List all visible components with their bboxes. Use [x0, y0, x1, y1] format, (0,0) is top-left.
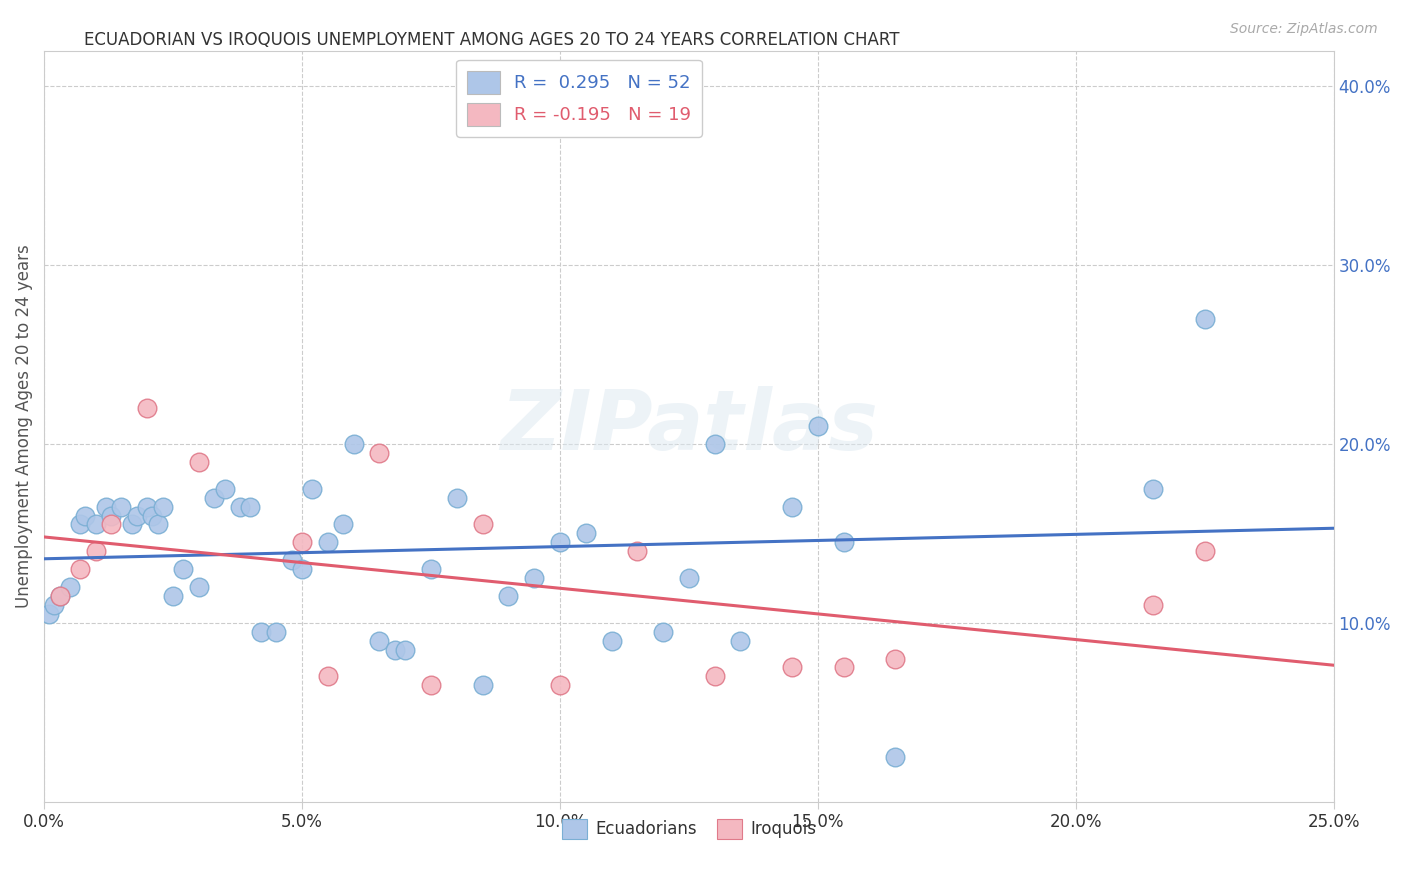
Point	[125, 508, 148, 523]
Point	[523, 571, 546, 585]
Point	[652, 624, 675, 639]
Point	[110, 500, 132, 514]
Point	[832, 660, 855, 674]
Point	[94, 500, 117, 514]
Point	[84, 544, 107, 558]
Point	[301, 482, 323, 496]
Point	[1142, 598, 1164, 612]
Point	[703, 437, 725, 451]
Point	[884, 651, 907, 665]
Point	[187, 455, 209, 469]
Text: Source: ZipAtlas.com: Source: ZipAtlas.com	[1230, 22, 1378, 37]
Point	[703, 669, 725, 683]
Point	[162, 589, 184, 603]
Point	[249, 624, 271, 639]
Point	[332, 517, 354, 532]
Point	[44, 598, 66, 612]
Point	[214, 482, 236, 496]
Point	[172, 562, 194, 576]
Point	[420, 562, 443, 576]
Point	[342, 437, 364, 451]
Point	[730, 633, 752, 648]
Point	[202, 491, 225, 505]
Point	[229, 500, 252, 514]
Point	[136, 401, 159, 416]
Point	[84, 517, 107, 532]
Text: ECUADORIAN VS IROQUOIS UNEMPLOYMENT AMONG AGES 20 TO 24 YEARS CORRELATION CHART: ECUADORIAN VS IROQUOIS UNEMPLOYMENT AMON…	[84, 31, 900, 49]
Point	[384, 642, 406, 657]
Point	[1194, 544, 1216, 558]
Point	[264, 624, 287, 639]
Point	[575, 526, 598, 541]
Point	[368, 633, 391, 648]
Point	[316, 669, 339, 683]
Point	[678, 571, 700, 585]
Point	[780, 500, 803, 514]
Point	[280, 553, 302, 567]
Point	[69, 517, 91, 532]
Point	[291, 535, 314, 549]
Point	[100, 517, 122, 532]
Point	[146, 517, 169, 532]
Point	[187, 580, 209, 594]
Point	[69, 562, 91, 576]
Text: ZIPatlas: ZIPatlas	[501, 385, 877, 467]
Point	[75, 508, 97, 523]
Point	[780, 660, 803, 674]
Point	[548, 535, 571, 549]
Point	[420, 678, 443, 692]
Point	[1142, 482, 1164, 496]
Point	[38, 607, 60, 621]
Point	[498, 589, 520, 603]
Point	[239, 500, 262, 514]
Point	[832, 535, 855, 549]
Point	[471, 517, 494, 532]
Point	[368, 446, 391, 460]
Point	[316, 535, 339, 549]
Point	[59, 580, 82, 594]
Y-axis label: Unemployment Among Ages 20 to 24 years: Unemployment Among Ages 20 to 24 years	[15, 244, 32, 608]
Point	[121, 517, 143, 532]
Point	[48, 589, 70, 603]
Point	[141, 508, 163, 523]
Point	[884, 750, 907, 764]
Point	[600, 633, 623, 648]
Point	[152, 500, 174, 514]
Point	[446, 491, 468, 505]
Point	[1194, 311, 1216, 326]
Legend: Ecuadorians, Iroquois: Ecuadorians, Iroquois	[555, 812, 823, 846]
Point	[548, 678, 571, 692]
Point	[394, 642, 416, 657]
Point	[48, 589, 70, 603]
Point	[626, 544, 648, 558]
Point	[807, 419, 830, 434]
Point	[136, 500, 159, 514]
Point	[291, 562, 314, 576]
Point	[100, 508, 122, 523]
Point	[471, 678, 494, 692]
